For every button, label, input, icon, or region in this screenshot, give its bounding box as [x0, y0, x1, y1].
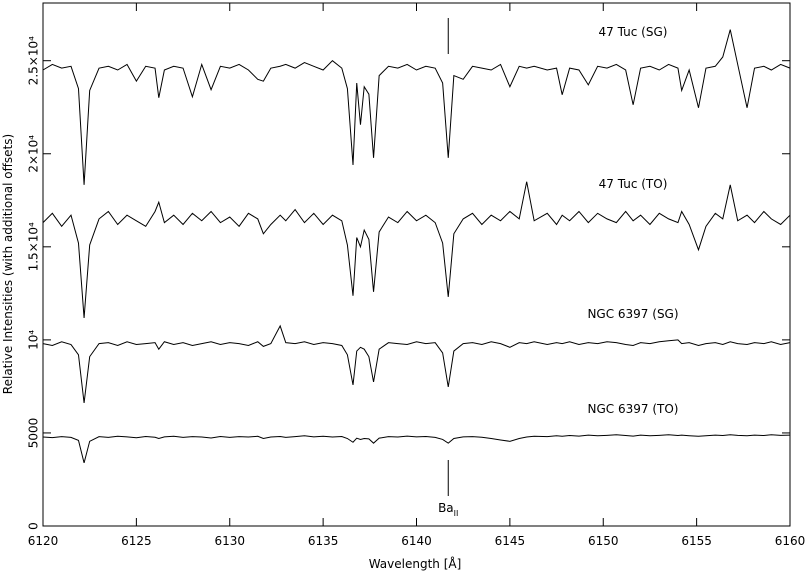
y-tick-label: 2×10⁴ [27, 135, 41, 173]
x-axis-label: Wavelength [Å] [369, 556, 462, 571]
y-tick-label: 5000 [27, 418, 41, 449]
ba-label: BaII [438, 501, 458, 518]
spectrum-line [42, 324, 791, 404]
y-tick-label: 1.5×10⁴ [27, 222, 41, 271]
x-tick-label: 6135 [308, 534, 339, 548]
series-label: 47 Tuc (TO) [599, 177, 668, 191]
series-label: NGC 6397 (SG) [587, 307, 678, 321]
spectrum-line [42, 181, 791, 318]
x-tick-label: 6120 [28, 534, 59, 548]
y-tick-label: 2.5×10⁴ [27, 36, 41, 85]
ba-label-subscript: II [454, 509, 459, 518]
plot-frame [42, 2, 791, 527]
spectrum-line [42, 29, 791, 185]
y-tick-label: 0 [27, 522, 41, 530]
x-tick-label: 6160 [775, 534, 806, 548]
spectrum-line [42, 434, 791, 464]
x-tick-label: 6155 [681, 534, 712, 548]
x-tick-label: 6130 [214, 534, 245, 548]
ba-label-text: Ba [438, 501, 454, 515]
x-tick-label: 6140 [401, 534, 432, 548]
series-label: 47 Tuc (SG) [599, 25, 668, 39]
x-tick-label: 6145 [495, 534, 526, 548]
y-tick-label: 10⁴ [27, 330, 41, 350]
y-axis-label: Relative Intensities (with additional of… [1, 134, 15, 394]
x-tick-label: 6150 [588, 534, 619, 548]
series-label: NGC 6397 (TO) [588, 402, 679, 416]
x-tick-label: 6125 [121, 534, 152, 548]
